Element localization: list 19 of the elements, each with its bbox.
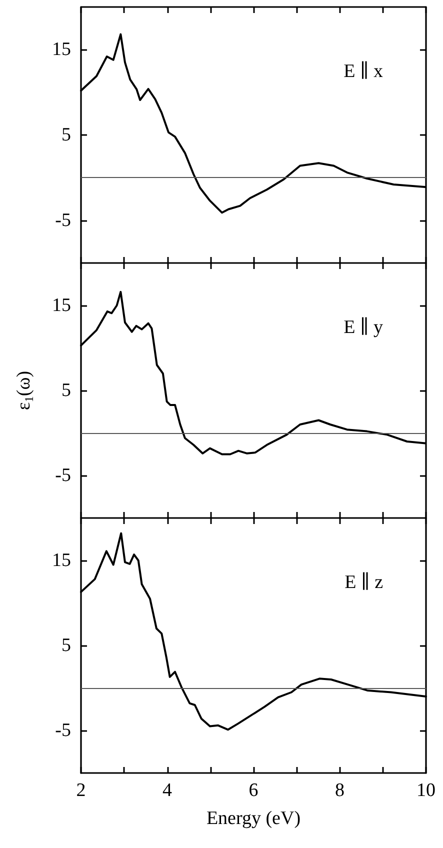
y-tick-label: -5 [55,465,71,486]
x-tick-label: 4 [162,780,172,801]
y-tick-label: -5 [55,210,71,231]
annotation: E ∥ x [344,61,384,82]
y-tick-label: 15 [52,39,71,60]
x-tick-label: 6 [248,780,258,801]
x-tick-label: 10 [416,780,436,801]
x-tick-label: 2 [76,780,86,801]
y-tick-label: 5 [62,635,71,656]
annotation: E ∥ z [344,572,384,593]
y-axis-title: ε1(ω) [14,370,36,410]
x-tick-label: 8 [335,780,344,801]
y-tick-label: 5 [62,380,71,401]
y-tick-label: 5 [62,124,71,146]
y-tick-label: 15 [52,295,71,316]
y-tick-label: -5 [55,720,71,741]
y-tick-label: 15 [52,550,71,571]
x-axis-title: Energy (eV) [206,808,301,829]
annotation: E ∥ y [344,317,384,338]
